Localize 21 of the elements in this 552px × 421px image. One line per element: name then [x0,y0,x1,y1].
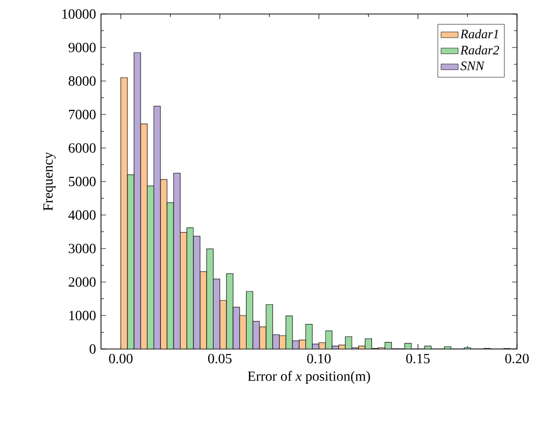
y-tick-label: 3000 [68,244,96,254]
y-tick-label: 7000 [69,110,96,120]
x-tick-label: 0.00 [109,354,133,364]
x-axis-title: Error of x position(m) [248,370,370,384]
y-tick-label: 0 [90,344,96,354]
y-tick-label: 9000 [68,42,96,52]
x-tick-label: 0.05 [208,354,232,364]
y-tick-label: 4000 [68,210,96,220]
legend-label: Radar1 [460,29,498,38]
x-tick-label: 0.20 [505,354,529,364]
x-tick-label: 0.15 [406,354,430,364]
legend-label: SNN [460,61,485,70]
legend-label: Radar2 [460,45,500,55]
y-axis-title: Frequency [43,152,56,211]
y-tick-label: 2000 [68,277,96,287]
y-tick-label: 10000 [62,9,96,19]
y-tick-label: 6000 [68,143,96,153]
y-tick-label: 1000 [69,310,96,320]
y-tick-label: 8000 [68,76,96,86]
x-tick-label: 0.10 [307,354,331,364]
y-tick-label: 5000 [68,176,96,186]
